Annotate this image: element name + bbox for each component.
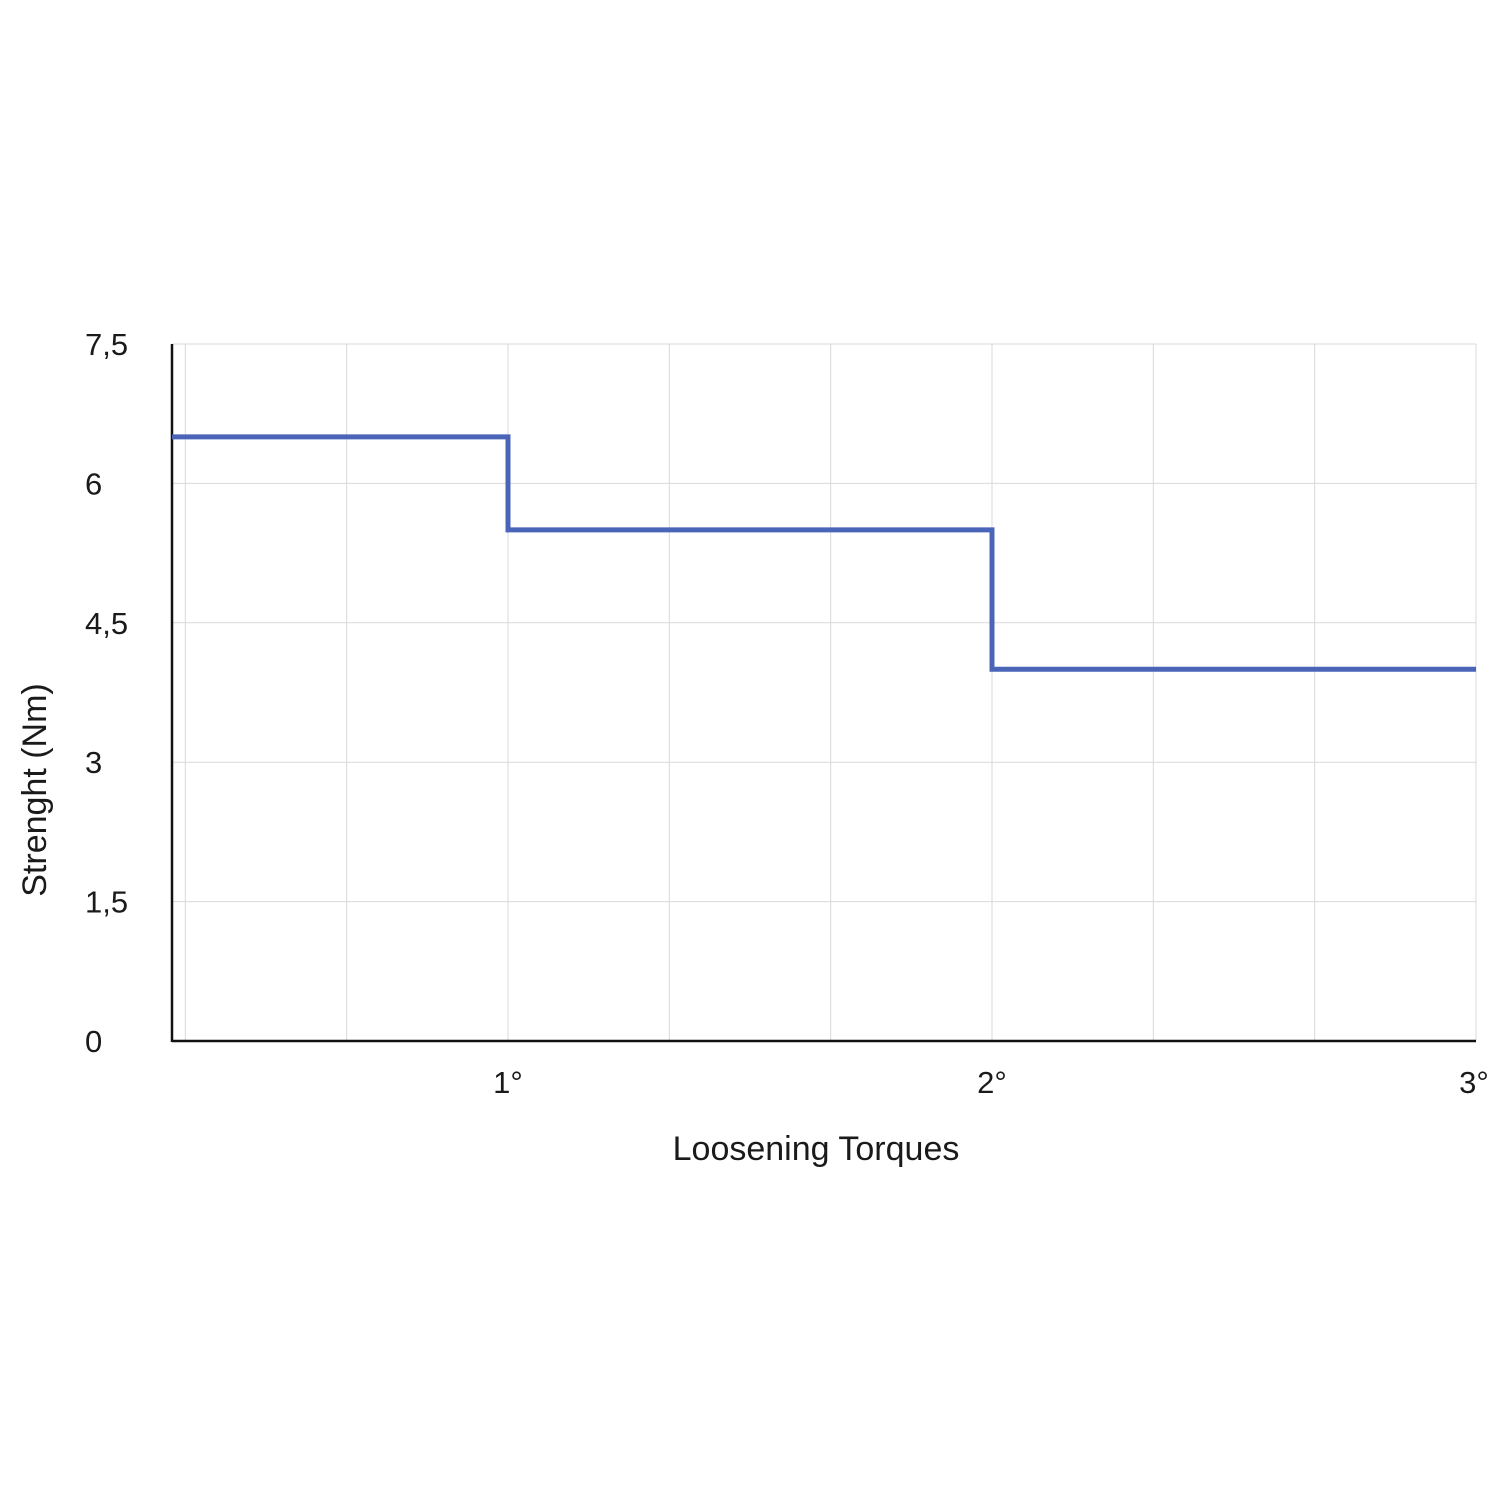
y-tick-label: 6 <box>85 466 102 501</box>
y-tick-label: 7,5 <box>85 327 128 362</box>
x-tick-label: 1° <box>493 1065 523 1100</box>
x-tick-labels: 1° 2° 3° <box>493 1065 1489 1100</box>
x-tick-label: 2° <box>977 1065 1007 1100</box>
y-axis-title: Strenght (Nm) <box>16 683 54 897</box>
y-tick-label: 1,5 <box>85 885 128 920</box>
x-axis-title: Loosening Torques <box>673 1130 960 1168</box>
y-tick-label: 4,5 <box>85 606 128 641</box>
y-tick-label: 3 <box>85 745 102 780</box>
y-tick-label: 0 <box>85 1024 102 1059</box>
y-tick-labels: 0 1,5 3 4,5 6 7,5 <box>85 327 128 1059</box>
series-layer <box>172 434 1476 672</box>
x-tick-label: 3° <box>1459 1065 1489 1100</box>
grid <box>172 343 1477 1041</box>
axes <box>170 344 1476 1043</box>
series-line-1 <box>172 434 1476 672</box>
